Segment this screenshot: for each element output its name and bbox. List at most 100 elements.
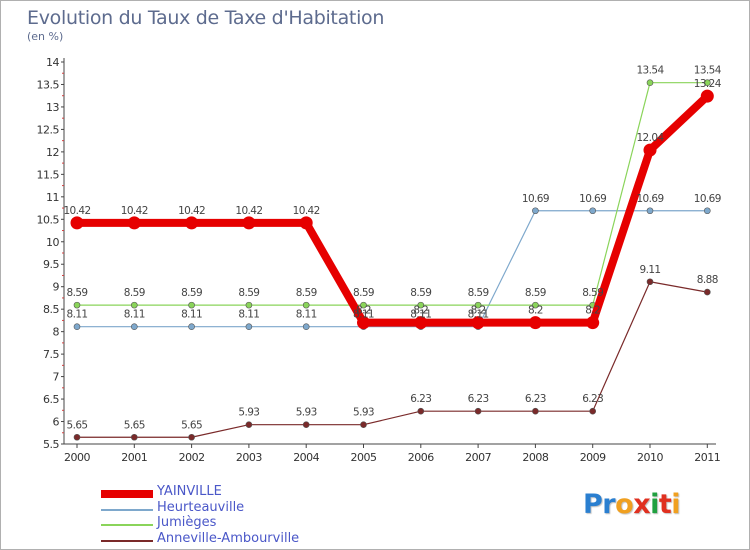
- data-label-anneville-ambourville: 5.93: [353, 407, 374, 419]
- y-tick-label: 11.5: [37, 168, 60, 181]
- data-label-yainville: 10.42: [63, 205, 90, 217]
- data-label-jumi-ges: 8.59: [410, 287, 431, 299]
- data-label-heurteauville: 10.69: [579, 193, 606, 205]
- logo-letter: x: [633, 489, 651, 520]
- y-tick-label: 9.5: [43, 258, 59, 271]
- data-label-anneville-ambourville: 5.93: [296, 407, 317, 419]
- data-label-yainville: 8.2: [471, 305, 486, 317]
- data-point-anneville-ambourville: [532, 407, 539, 415]
- data-point-anneville-ambourville: [73, 433, 81, 441]
- data-label-jumi-ges: 13.54: [694, 65, 722, 77]
- data-point-yainville: [127, 216, 141, 230]
- data-point-jumi-ges: [188, 301, 195, 309]
- data-point-heurteauville: [131, 323, 138, 331]
- logo-letter: i: [671, 489, 681, 520]
- legend-swatch-heurteauville: [101, 509, 153, 511]
- data-label-yainville: 10.42: [293, 205, 320, 217]
- data-label-yainville: 8.2: [413, 305, 428, 317]
- data-point-jumi-ges: [245, 301, 253, 309]
- data-point-yainville: [70, 216, 84, 230]
- data-label-heurteauville: 10.69: [694, 193, 721, 205]
- data-point-yainville: [414, 316, 428, 330]
- data-point-jumi-ges: [302, 301, 310, 309]
- logo-letter: r: [602, 489, 616, 520]
- data-point-jumi-ges: [417, 301, 425, 309]
- data-point-anneville-ambourville: [360, 421, 367, 428]
- x-tick-label: 2000: [64, 451, 90, 464]
- data-point-heurteauville: [302, 323, 310, 331]
- data-point-anneville-ambourville: [245, 421, 253, 428]
- data-label-heurteauville: 10.69: [522, 193, 549, 205]
- y-tick-label: 6.5: [43, 393, 59, 406]
- data-point-heurteauville: [532, 207, 539, 215]
- data-point-anneville-ambourville: [188, 433, 195, 441]
- data-point-yainville: [528, 316, 542, 330]
- data-label-yainville: 8.2: [585, 305, 600, 317]
- y-tick-label: 10: [46, 236, 59, 249]
- x-tick-label: 2006: [408, 451, 434, 464]
- data-point-heurteauville: [245, 323, 253, 331]
- data-point-jumi-ges: [646, 79, 654, 86]
- series-line-anneville-ambourville: [76, 281, 708, 438]
- series-line-yainville: [73, 92, 712, 327]
- data-label-heurteauville: 8.11: [353, 309, 374, 321]
- data-point-anneville-ambourville: [302, 421, 310, 428]
- data-point-heurteauville: [703, 207, 711, 215]
- data-label-anneville-ambourville: 9.11: [640, 264, 661, 276]
- data-label-jumi-ges: 8.59: [468, 287, 489, 299]
- legend-label-jumieges: Jumièges: [157, 515, 217, 530]
- y-tick-label: 9: [53, 281, 60, 294]
- data-point-jumi-ges: [73, 301, 81, 309]
- legend-label-yainville: YAINVILLE: [157, 484, 222, 499]
- data-label-heurteauville: 8.11: [468, 309, 489, 321]
- data-point-heurteauville: [646, 207, 654, 215]
- legend-swatch-jumieges: [101, 524, 153, 526]
- x-tick-label: 2001: [121, 451, 147, 464]
- data-point-jumi-ges: [703, 79, 711, 86]
- logo-letter: P: [583, 489, 603, 520]
- data-label-heurteauville: 10.69: [636, 193, 663, 205]
- x-tick-label: 2003: [236, 451, 262, 464]
- x-tick-label: 2008: [522, 451, 548, 464]
- data-point-yainville: [643, 143, 657, 157]
- data-label-anneville-ambourville: 5.65: [181, 419, 202, 431]
- data-label-yainville: 12.04: [636, 132, 664, 144]
- data-label-jumi-ges: 8.59: [67, 287, 88, 299]
- y-tick-label: 13: [46, 101, 59, 114]
- data-point-yainville: [242, 216, 256, 230]
- data-label-anneville-ambourville: 6.23: [525, 393, 546, 405]
- x-tick-label: 2010: [637, 451, 663, 464]
- chart-unit-label: (en %): [27, 30, 64, 43]
- legend-label-anneville-ambourville: Anneville-Ambourville: [157, 531, 300, 546]
- data-label-jumi-ges: 8.59: [238, 287, 259, 299]
- data-label-yainville: 10.42: [121, 205, 148, 217]
- data-label-jumi-ges: 8.59: [124, 287, 145, 299]
- data-point-heurteauville: [73, 323, 81, 331]
- y-tick-label: 8: [53, 326, 60, 339]
- data-point-anneville-ambourville: [417, 407, 425, 415]
- logo-letter: t: [658, 489, 672, 520]
- legend-label-heurteauville: Heurteauville: [157, 500, 245, 515]
- data-label-heurteauville: 8.11: [238, 309, 259, 321]
- x-tick-label: 2005: [351, 451, 377, 464]
- data-point-jumi-ges: [474, 301, 482, 309]
- data-point-yainville: [299, 216, 313, 230]
- data-point-jumi-ges: [532, 301, 539, 309]
- x-tick-label: 2011: [694, 451, 720, 464]
- y-tick-label: 7: [53, 371, 60, 384]
- logo-letter: i: [650, 489, 659, 520]
- data-label-heurteauville: 8.11: [410, 309, 431, 321]
- y-tick-label: 11: [46, 191, 59, 204]
- y-tick-label: 7.5: [43, 348, 59, 361]
- data-label-anneville-ambourville: 5.65: [124, 419, 145, 431]
- legend-swatch-anneville-ambourville: [101, 540, 153, 542]
- x-tick-label: 2007: [465, 451, 491, 464]
- data-point-heurteauville: [188, 323, 195, 331]
- data-point-yainville: [700, 89, 714, 103]
- x-tick-label: 2002: [179, 451, 205, 464]
- data-label-jumi-ges: 8.59: [296, 287, 317, 299]
- data-point-anneville-ambourville: [646, 278, 654, 286]
- data-point-yainville: [357, 316, 370, 330]
- data-point-yainville: [586, 316, 600, 330]
